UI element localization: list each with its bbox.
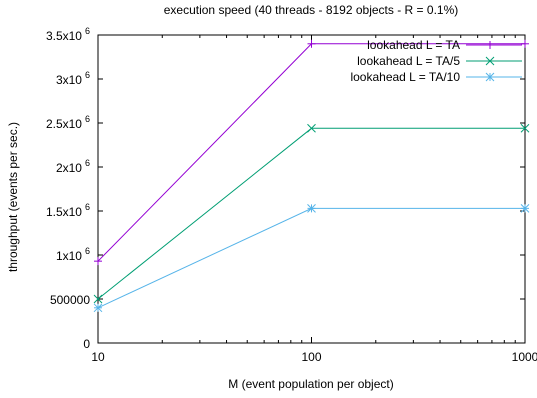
legend-item: lookahead L = TA — [367, 38, 522, 52]
data-point — [307, 39, 316, 48]
series-3 — [93, 204, 530, 313]
data-point — [520, 123, 530, 133]
y-tick-label: 1x10 6 — [56, 246, 90, 263]
plot-area — [97, 34, 526, 344]
y-tick-label: 1.5x10 6 — [46, 202, 90, 219]
series-line — [97, 43, 525, 262]
data-point — [307, 123, 316, 133]
series-1 — [94, 39, 529, 266]
x-axis-title: M (event population per object) — [228, 377, 393, 391]
x-axis: 10 100 1000 — [91, 35, 537, 364]
y-axis-title: throughput (events per sec.) — [6, 122, 20, 272]
legend-label: lookahead L = TA/10 — [350, 70, 460, 84]
legend-label: lookahead L = TA/5 — [357, 54, 460, 68]
data-point — [520, 204, 530, 213]
data-point — [486, 41, 494, 49]
legend-item: lookahead L = TA/5 — [357, 54, 522, 68]
series-2 — [93, 123, 530, 304]
x-tick-label: 100 — [301, 350, 321, 364]
legend: lookahead L = TA lookahead L = TA/5 lookah… — [350, 38, 522, 84]
y-tick-label: 2.5x10 6 — [46, 114, 90, 131]
series-line — [97, 207, 525, 309]
legend-label: lookahead L = TA — [367, 38, 460, 52]
data-point — [521, 39, 529, 48]
y-axis: 0 500000 1x10 6 1.5x10 6 2x10 6 2.5x10 6 3x10 6 3.5x… — [46, 26, 525, 351]
series-layer — [93, 39, 530, 313]
data-point — [93, 303, 103, 313]
x-tick-label: 1000 — [512, 350, 537, 364]
legend-item: lookahead L = TA/10 — [350, 70, 522, 84]
y-tick-label: 2x10 6 — [56, 158, 90, 175]
data-point — [307, 204, 316, 213]
x-tick-label: 10 — [91, 350, 105, 364]
series-line — [97, 127, 525, 300]
y-tick-label: 3x10 6 — [56, 70, 90, 87]
y-tick-label: 3.5x10 6 — [46, 26, 90, 43]
data-point — [93, 294, 103, 304]
data-point — [94, 257, 102, 266]
chart-title: execution speed (40 threads - 8192 objec… — [164, 3, 459, 17]
data-point — [485, 56, 495, 66]
y-tick-label: 500000 — [50, 293, 90, 307]
y-tick-label: 0 — [83, 337, 90, 351]
data-point — [485, 72, 495, 82]
